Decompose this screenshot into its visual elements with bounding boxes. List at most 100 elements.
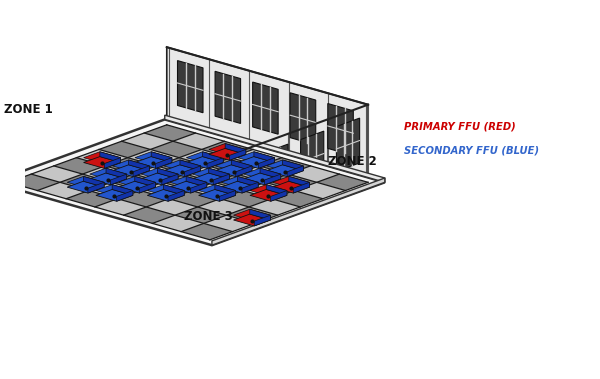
- Polygon shape: [289, 176, 310, 187]
- Polygon shape: [199, 185, 236, 196]
- Polygon shape: [213, 174, 229, 185]
- Polygon shape: [144, 125, 196, 141]
- Polygon shape: [100, 152, 121, 163]
- Polygon shape: [214, 174, 265, 191]
- Polygon shape: [243, 182, 294, 199]
- Polygon shape: [230, 149, 282, 166]
- Polygon shape: [215, 185, 236, 195]
- Polygon shape: [157, 158, 208, 174]
- Polygon shape: [226, 207, 278, 223]
- Polygon shape: [266, 165, 304, 177]
- Polygon shape: [116, 191, 133, 201]
- Polygon shape: [128, 149, 179, 166]
- Polygon shape: [112, 165, 149, 177]
- Polygon shape: [135, 157, 172, 168]
- Polygon shape: [265, 144, 288, 197]
- Polygon shape: [208, 158, 259, 174]
- Polygon shape: [99, 141, 151, 158]
- Polygon shape: [221, 176, 258, 188]
- Polygon shape: [209, 148, 246, 160]
- Polygon shape: [202, 141, 253, 158]
- Polygon shape: [272, 176, 310, 188]
- Polygon shape: [96, 190, 133, 201]
- Polygon shape: [220, 191, 236, 201]
- Polygon shape: [204, 215, 255, 232]
- Polygon shape: [67, 176, 104, 188]
- Polygon shape: [294, 182, 346, 199]
- Polygon shape: [207, 158, 223, 168]
- Polygon shape: [272, 181, 310, 193]
- Polygon shape: [90, 173, 127, 185]
- Polygon shape: [164, 185, 184, 195]
- Polygon shape: [265, 174, 281, 185]
- Text: PRIMARY FFU (RED): PRIMARY FFU (RED): [404, 122, 515, 132]
- Polygon shape: [133, 166, 149, 177]
- Polygon shape: [76, 149, 128, 166]
- Polygon shape: [260, 168, 281, 179]
- Polygon shape: [164, 165, 200, 177]
- Polygon shape: [139, 182, 155, 193]
- Polygon shape: [259, 158, 275, 168]
- Polygon shape: [266, 185, 287, 195]
- Polygon shape: [250, 190, 287, 201]
- Polygon shape: [106, 168, 127, 179]
- Polygon shape: [271, 191, 287, 201]
- Polygon shape: [191, 182, 243, 199]
- Polygon shape: [215, 160, 252, 172]
- Polygon shape: [290, 93, 316, 145]
- Polygon shape: [95, 199, 146, 215]
- Polygon shape: [60, 174, 112, 191]
- Polygon shape: [317, 174, 368, 191]
- Polygon shape: [209, 168, 229, 179]
- Polygon shape: [155, 158, 172, 168]
- Polygon shape: [88, 182, 104, 193]
- Polygon shape: [96, 185, 133, 196]
- Polygon shape: [141, 168, 178, 180]
- Polygon shape: [210, 105, 368, 240]
- Polygon shape: [83, 166, 134, 182]
- Polygon shape: [253, 82, 278, 134]
- Polygon shape: [288, 166, 339, 182]
- Polygon shape: [83, 152, 121, 164]
- Polygon shape: [293, 182, 310, 193]
- Polygon shape: [128, 160, 149, 171]
- Polygon shape: [238, 157, 275, 168]
- Polygon shape: [135, 176, 155, 187]
- Polygon shape: [164, 160, 200, 172]
- Polygon shape: [104, 158, 121, 168]
- Polygon shape: [209, 144, 246, 155]
- Polygon shape: [167, 47, 368, 182]
- Polygon shape: [337, 118, 359, 171]
- Polygon shape: [140, 182, 191, 199]
- Polygon shape: [151, 152, 172, 163]
- Polygon shape: [112, 185, 133, 195]
- Polygon shape: [212, 178, 385, 245]
- Polygon shape: [193, 173, 229, 185]
- Polygon shape: [259, 158, 311, 174]
- Polygon shape: [112, 174, 163, 191]
- Text: ZONE 3: ZONE 3: [184, 210, 232, 223]
- Polygon shape: [0, 119, 385, 245]
- Polygon shape: [265, 174, 317, 191]
- Polygon shape: [233, 209, 271, 221]
- Polygon shape: [112, 160, 149, 172]
- Polygon shape: [118, 191, 169, 207]
- Polygon shape: [141, 173, 178, 185]
- Polygon shape: [186, 152, 223, 164]
- Polygon shape: [184, 166, 200, 177]
- Polygon shape: [238, 176, 258, 187]
- Polygon shape: [168, 191, 184, 201]
- Polygon shape: [90, 168, 127, 180]
- Polygon shape: [31, 166, 83, 182]
- Polygon shape: [8, 174, 60, 191]
- Polygon shape: [181, 223, 232, 240]
- Polygon shape: [221, 181, 258, 193]
- Polygon shape: [254, 152, 275, 163]
- Polygon shape: [250, 185, 287, 196]
- Polygon shape: [146, 199, 197, 215]
- Polygon shape: [170, 176, 207, 188]
- Polygon shape: [180, 160, 200, 171]
- Polygon shape: [37, 182, 89, 199]
- Polygon shape: [236, 166, 288, 182]
- Polygon shape: [83, 176, 104, 187]
